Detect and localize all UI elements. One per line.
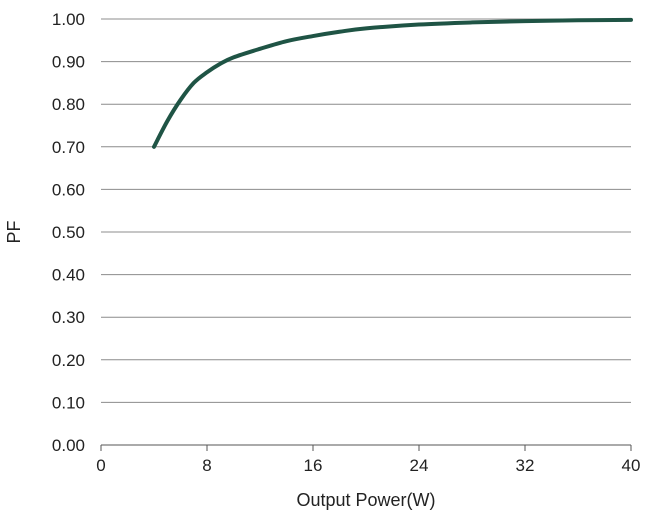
- y-axis-title: PF: [4, 220, 24, 243]
- x-tick-label-5: 40: [622, 456, 641, 475]
- y-tick-label-0: 0.00: [52, 436, 85, 455]
- x-tick-labels: 0 8 16 24 32 40: [96, 456, 640, 475]
- y-tick-labels: 0.00 0.10 0.20 0.30 0.40 0.50 0.60 0.70 0.80 0.90…: [52, 10, 85, 455]
- x-tick-label-3: 24: [410, 456, 429, 475]
- y-tick-label-5: 0.50: [52, 223, 85, 242]
- y-tick-label-9: 0.90: [52, 53, 85, 72]
- y-tick-label-6: 0.60: [52, 180, 85, 199]
- x-axis-title: Output Power(W): [296, 490, 435, 510]
- y-tick-label-3: 0.30: [52, 308, 85, 327]
- x-tick-label-1: 8: [202, 456, 211, 475]
- y-tick-label-10: 1.00: [52, 10, 85, 29]
- axes: [100, 444, 632, 451]
- x-tick-label-4: 32: [516, 456, 535, 475]
- grid: [101, 18, 631, 403]
- y-tick-label-4: 0.40: [52, 266, 85, 285]
- y-tick-label-2: 0.20: [52, 351, 85, 370]
- y-tick-label-8: 0.80: [52, 95, 85, 114]
- y-tick-label-7: 0.70: [52, 138, 85, 157]
- x-tick-label-2: 16: [304, 456, 323, 475]
- series-line-0: [152, 17, 633, 149]
- y-tick-label-1: 0.10: [52, 393, 85, 412]
- x-tick-label-0: 0: [96, 456, 105, 475]
- series: [152, 17, 633, 149]
